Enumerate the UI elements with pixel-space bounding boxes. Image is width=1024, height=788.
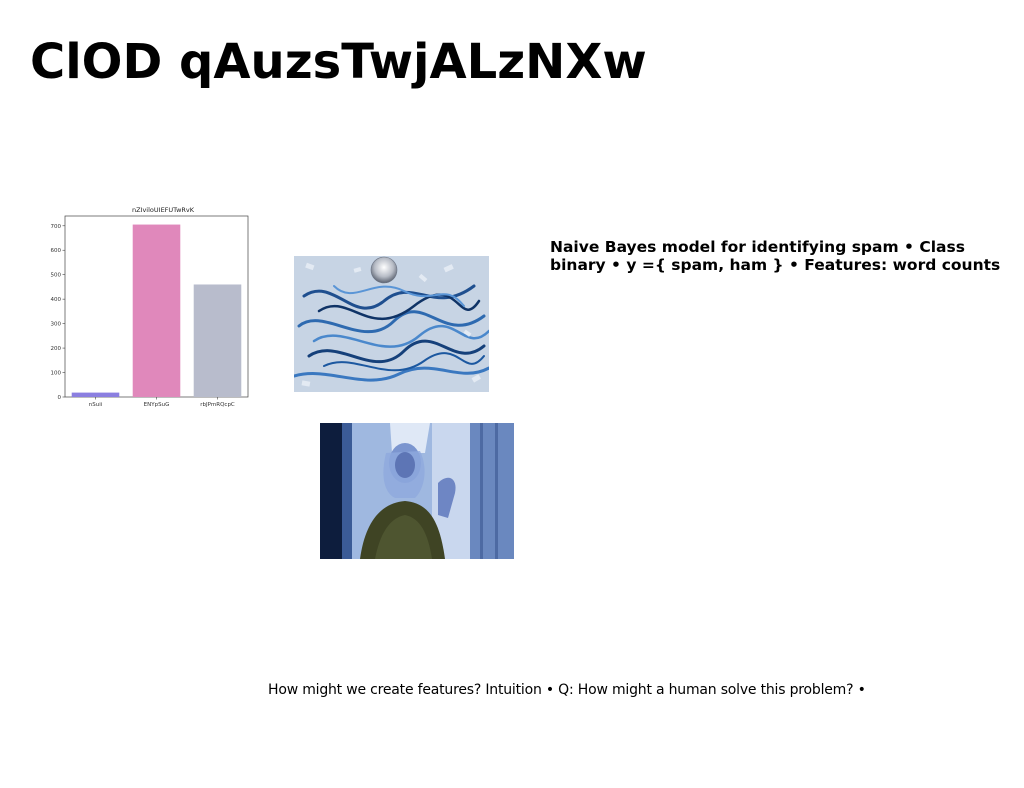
chart-bars [71,224,242,397]
bar-ENYpSuG [132,224,181,397]
y-tick-label: 600 [51,248,62,254]
confetti-photo [294,256,489,392]
y-tick-label: 100 [51,371,62,377]
x-tick-label: nSuii [89,402,103,408]
confetti-photo-art [294,256,489,392]
chart-title: nZIviloUIEFUTwRvK [132,206,195,214]
x-tick-label: rbJPmRQcpC [200,402,235,408]
person-photo-art [320,423,514,559]
y-tick-label: 0 [58,395,62,401]
y-tick-label: 500 [51,273,62,279]
bar-nSuii [71,392,120,397]
spam-model-description: Naive Bayes model for identifying spam •… [550,238,1001,274]
x-tick-label: ENYpSuG [144,402,170,408]
y-tick-label: 200 [51,346,62,352]
y-tick-label: 400 [51,297,62,303]
person-photo [320,423,514,559]
bar-chart: nZIviloUIEFUTwRvK 0 100 200 300 400 500 600 700… [40,200,255,412]
bar-chart-svg: nZIviloUIEFUTwRvK 0 100 200 300 400 500 600 700… [51,206,249,408]
y-tick-label: 700 [51,224,62,230]
y-tick-label: 300 [51,322,62,328]
slide-title: ClOD qAuzsTwjALzNXw [30,34,647,90]
feature-question-caption: How might we create features? Intuition … [268,682,866,698]
chart-tick-labels: 0 100 200 300 400 500 600 700 nSuii ENYpSuG rbJPmR… [51,224,235,408]
bar-rbJPmRQcpC [193,284,242,397]
